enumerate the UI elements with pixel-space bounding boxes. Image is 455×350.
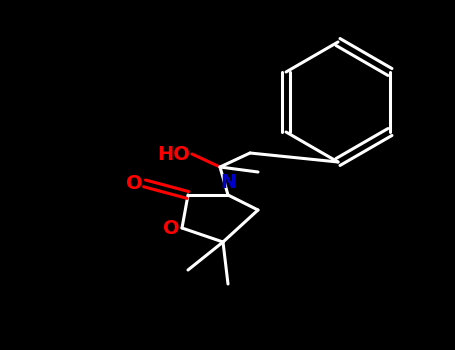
Text: HO: HO <box>157 145 190 163</box>
Text: O: O <box>126 174 142 193</box>
Text: O: O <box>163 218 180 238</box>
Text: N: N <box>220 173 236 192</box>
